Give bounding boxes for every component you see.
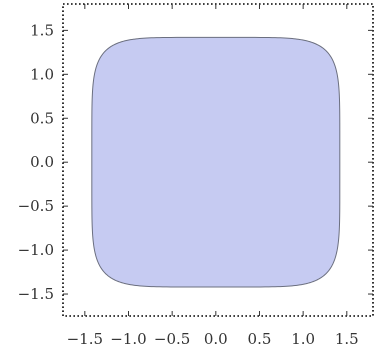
x-tick-label: 1.5 (335, 330, 359, 348)
plot-frame (62, 3, 374, 317)
x-tick-label: 0.5 (248, 330, 272, 348)
x-tick-label: 1.0 (291, 330, 315, 348)
x-tick-label: −1.5 (67, 330, 103, 348)
y-tick-label: 0.0 (30, 153, 54, 171)
y-tick-label: 1.5 (30, 21, 54, 39)
y-tick-label: −1.0 (18, 241, 54, 259)
x-tick-label: −1.0 (110, 330, 146, 348)
frame-border (62, 3, 374, 317)
x-tick-label: −0.5 (154, 330, 190, 348)
x-axis: −1.5 −1.0 −0.5 0.0 0.5 1.0 1.5 (67, 4, 359, 348)
region-shape (91, 36, 341, 288)
y-tick-label: 0.5 (30, 109, 54, 127)
x-tick-label: 0.0 (204, 330, 228, 348)
y-tick-label: −1.5 (18, 285, 54, 303)
y-axis: −1.5 −1.0 −0.5 0.0 0.5 1.0 1.5 (18, 21, 373, 303)
y-tick-label: −0.5 (18, 197, 54, 215)
y-tick-label: 1.0 (30, 65, 54, 83)
shape-layer (91, 36, 341, 288)
